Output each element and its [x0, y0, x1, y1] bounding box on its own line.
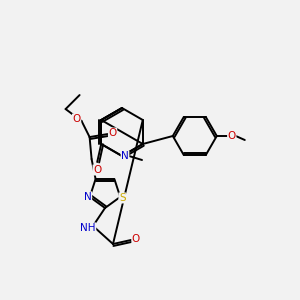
Text: O: O: [228, 131, 236, 141]
Text: O: O: [109, 128, 117, 138]
Text: S: S: [119, 193, 125, 203]
Text: O: O: [93, 165, 101, 175]
Text: N: N: [121, 151, 129, 161]
Text: NH: NH: [80, 223, 96, 233]
Text: O: O: [73, 114, 81, 124]
Text: N: N: [84, 192, 92, 202]
Text: O: O: [132, 234, 140, 244]
